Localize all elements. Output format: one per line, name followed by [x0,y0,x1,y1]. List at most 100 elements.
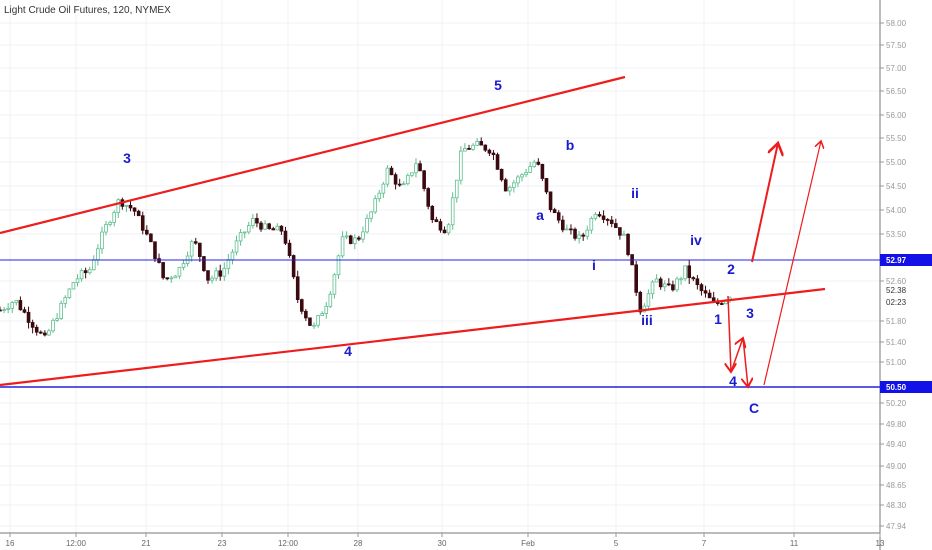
candle-body [251,218,255,226]
candle-body [161,262,165,279]
candle-body [532,161,537,167]
candle-body [0,309,2,312]
projection-arrow [743,337,748,387]
candle-body [463,148,467,152]
candle-body [177,267,182,277]
y-tick-label: 54.50 [886,182,907,191]
candle-body [365,217,369,233]
candle-body [242,231,247,234]
x-tick-label: 28 [354,539,363,548]
candle-body [471,144,475,150]
candle-body [487,149,492,154]
wave-label: ii [631,185,639,201]
candle-body [312,324,316,327]
y-tick-label: 52.60 [886,277,907,286]
y-tick-label: 58.00 [886,19,907,28]
wave-label: iii [641,312,653,328]
x-tick-label: 7 [702,539,707,548]
y-tick-label: 56.00 [886,111,907,120]
wave-label: 2 [727,261,735,277]
chart-title: Light Crude Oil Futures, 120, NYMEX [4,5,171,16]
candle-body [389,167,394,176]
candle-body [51,319,55,332]
y-tick-label: 57.00 [886,64,907,73]
candle-body [483,144,488,151]
x-tick-label: 13 [876,539,885,548]
candle-body [418,163,422,172]
projection-arrow [730,338,743,373]
candle-body [202,256,206,272]
candle-body [524,172,528,176]
y-tick-label: 47.94 [886,522,907,531]
x-tick-label: 5 [614,539,619,548]
y-tick-label: 57.50 [886,41,907,50]
candle-body [475,141,479,146]
candle-body [145,229,149,235]
candle-body [512,182,516,188]
wave-label: i [592,257,596,273]
candle-body [585,229,590,237]
x-tick-label: 11 [790,539,799,548]
candle-body [520,174,524,178]
candle-body [434,219,439,223]
candle-body [703,290,708,294]
candle-body [26,311,31,323]
candle-body [414,163,418,174]
candle-body [577,234,581,239]
candle-body [614,223,618,228]
candle-body [626,233,630,255]
candle-body [283,230,288,244]
candle-body [104,224,108,233]
y-tick-label: 48.65 [886,481,907,490]
y-tick-label: 56.50 [886,87,907,96]
projection-arrow [751,143,778,263]
candle-body [100,231,104,250]
candle-body [230,251,235,261]
candle-body [536,161,541,165]
candle-body [565,228,569,231]
candle-body [173,275,178,279]
x-tick-label: 21 [142,539,151,548]
wave-label: 4 [729,373,737,389]
candle-body [581,234,585,237]
candle-body [222,267,227,277]
candle-body [340,236,345,257]
candle-body [638,291,643,313]
candle-body [128,204,133,209]
candle-body [503,179,508,192]
candle-body [47,330,51,336]
candle-body [108,222,112,225]
x-tick-label: 12:00 [66,539,87,548]
x-tick-label: 30 [438,539,447,548]
candle-body [210,277,214,281]
candle-body [259,222,263,230]
candle-body [308,317,312,326]
candle-body [324,305,329,314]
candle-body [332,274,337,295]
candle-body [654,278,659,283]
last-price-label: 52.38 [886,286,907,295]
candle-body [442,229,447,234]
candle-body [189,241,194,257]
candle-body [609,219,614,224]
candle-body [2,309,6,311]
candle-body [263,223,267,230]
y-tick-label: 49.40 [886,440,907,449]
candle-body [234,240,239,253]
candle-body [540,163,545,179]
candle-body [650,281,655,295]
candle-body [675,278,679,291]
candle-body [344,235,349,238]
candle-body [658,278,663,288]
candle-body [699,284,704,292]
candle-body [165,277,170,280]
y-tick-label: 49.80 [886,420,907,429]
candle-body [393,174,398,185]
candle-body [491,152,496,156]
candle-body [43,332,47,336]
candle-body [193,241,198,244]
candle-body [385,167,390,185]
candle-body [6,307,10,310]
y-tick-label: 51.80 [886,317,907,326]
